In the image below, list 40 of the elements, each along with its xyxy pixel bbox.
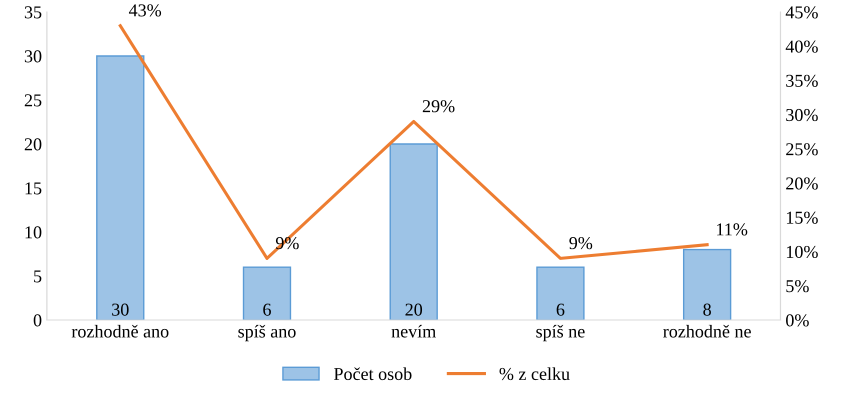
y-tick-label: 0: [34, 314, 42, 326]
data-label: 30: [112, 304, 129, 316]
data-label: 8: [703, 304, 711, 316]
y-tick-label: 15: [26, 182, 42, 194]
bar: [96, 55, 144, 320]
x-tick-label: spíš ano: [238, 324, 296, 342]
legend-label: Počet osob: [334, 367, 412, 380]
bar: [390, 143, 438, 320]
x-tick-label: spíš ne: [536, 324, 585, 342]
y-tick-label: 30: [24, 50, 42, 62]
bar: [242, 266, 292, 320]
y2-tick-label: 20%: [786, 177, 818, 190]
data-label: 29%: [422, 100, 455, 112]
y-tick-label: 35: [24, 6, 42, 18]
y2-tick-label: 15%: [786, 212, 818, 224]
data-label: 43%: [128, 4, 162, 17]
x-tick-label: nevím: [392, 324, 436, 338]
y2-tick-label: 10%: [786, 246, 818, 258]
data-label: 20: [405, 304, 422, 316]
x-tick-label: rozhodně ano: [72, 324, 168, 338]
y2-tick-label: 0%: [786, 314, 809, 326]
data-label: 9%: [569, 236, 592, 250]
y-tick-label: 20: [24, 138, 42, 150]
y-tick-label: 25: [24, 94, 42, 106]
line-series: [118, 24, 709, 260]
y2-tick-label: 5%: [786, 280, 809, 292]
data-label: 11%: [717, 223, 748, 236]
y-tick-label: 5: [34, 270, 42, 282]
y2-tick-label: 45%: [786, 6, 818, 18]
y2-tick-label: 25%: [786, 143, 818, 156]
bar: [682, 248, 732, 320]
data-label: 6: [556, 304, 564, 316]
x-tick-label: rozhodně ne: [663, 324, 751, 338]
data-label: 6: [263, 304, 271, 316]
bar: [536, 266, 585, 320]
y-tick-label: 10: [26, 226, 42, 238]
y2-tick-label: 35%: [786, 74, 818, 87]
y2-tick-label: 30%: [786, 108, 818, 122]
y2-tick-label: 40%: [786, 40, 818, 53]
legend-label: % z celku: [500, 367, 570, 380]
